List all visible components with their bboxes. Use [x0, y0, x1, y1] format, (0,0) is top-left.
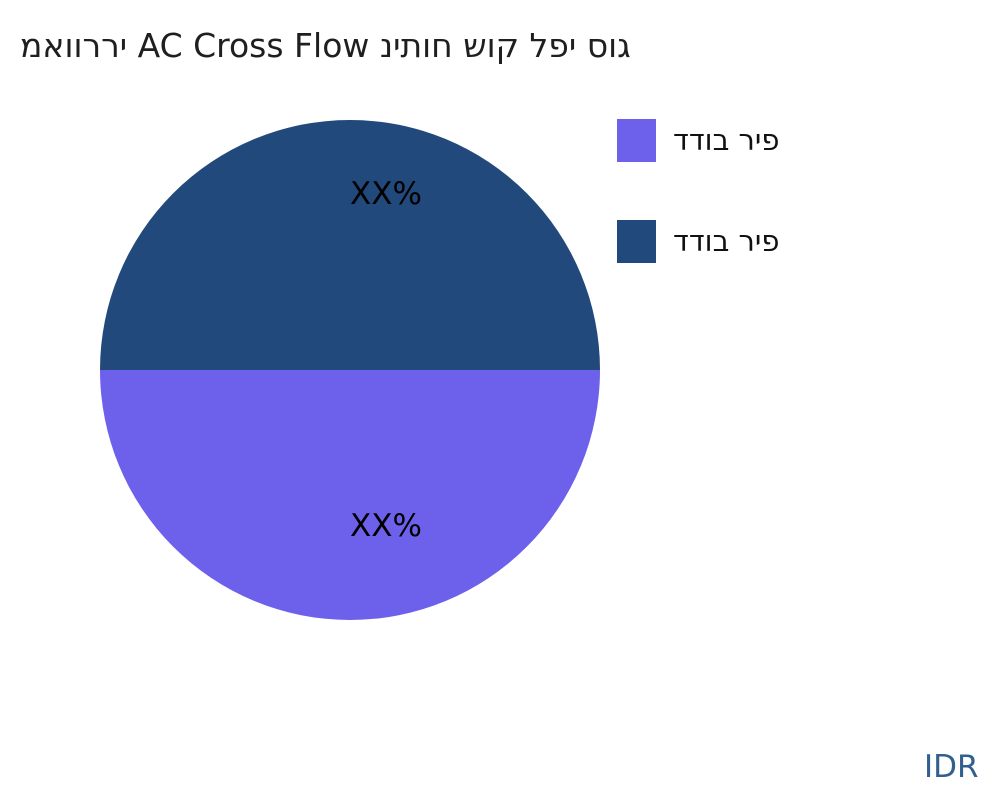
chart-title: מאווררי AC Cross Flow ניתוח שוק לפי סוג: [20, 26, 631, 65]
legend-swatch-purple: [617, 119, 656, 162]
legend-item: דדוב ריפ: [617, 220, 780, 263]
legend-label: דדוב ריפ: [673, 123, 780, 157]
slice-label-top: XX%: [350, 176, 422, 212]
slice-label-bottom: XX%: [350, 508, 422, 544]
currency-watermark: IDR: [924, 749, 979, 785]
pie-slice-bottom: [100, 370, 600, 620]
legend-label: דדוב ריפ: [673, 224, 780, 258]
pie-slice-top: [100, 120, 600, 370]
legend-swatch-darkblue: [617, 220, 656, 263]
legend-item: דדוב ריפ: [617, 119, 780, 162]
